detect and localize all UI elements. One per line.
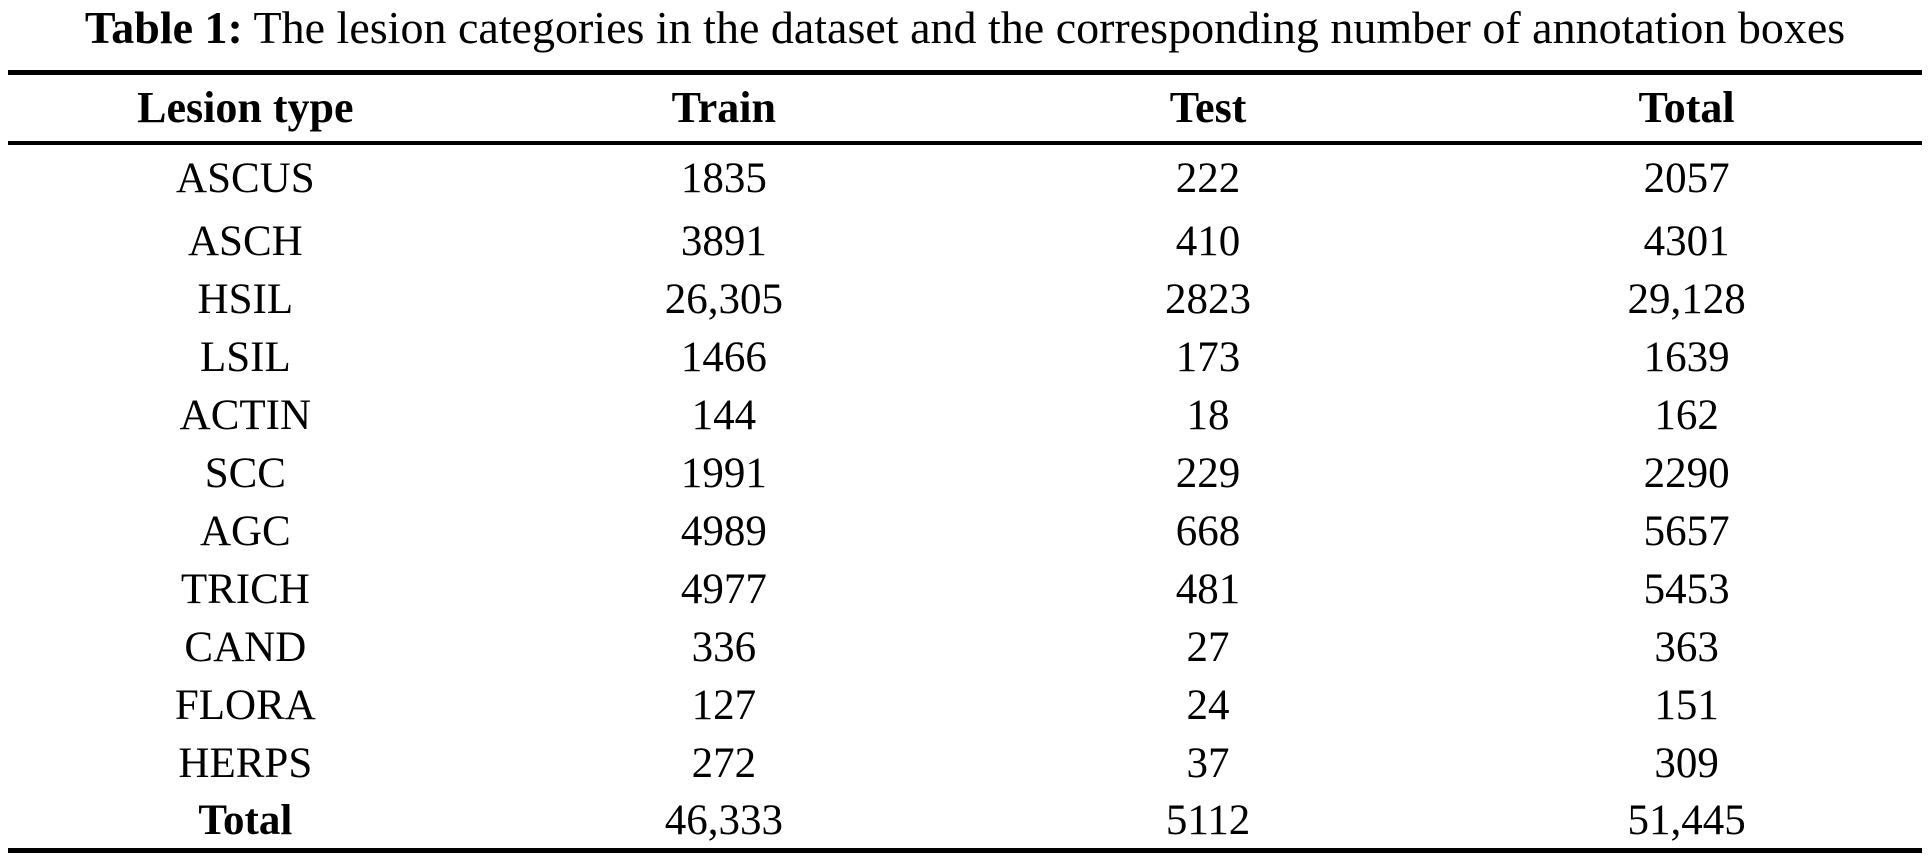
- column-header-lesion-type: Lesion type: [137, 83, 354, 133]
- train-cell: 4989: [680, 508, 767, 555]
- table-body: ASCUS 1835 222 2057 ASCH 3891 410 4301 H…: [8, 143, 1922, 851]
- train-cell: 1835: [680, 155, 767, 202]
- table-row-herps: HERPS 272 37 309: [8, 735, 1922, 793]
- lesion-type-cell: AGC: [199, 508, 291, 555]
- lesion-annotation-table: Lesion type Train Test Total ASCUS 1835 …: [8, 70, 1922, 853]
- lesion-type-cell: ACTIN: [179, 392, 312, 439]
- test-cell: 222: [1175, 155, 1241, 202]
- train-cell: 144: [691, 392, 757, 439]
- test-cell: 173: [1175, 334, 1241, 381]
- train-cell: 127: [691, 682, 757, 729]
- lesion-type-cell: CAND: [184, 624, 307, 671]
- test-cell: 229: [1175, 450, 1241, 497]
- lesion-type-cell: Total: [198, 796, 293, 844]
- header-row: Lesion type Train Test Total: [8, 73, 1922, 143]
- table-row-actin: ACTIN 144 18 162: [8, 387, 1922, 445]
- lesion-type-cell: LSIL: [199, 334, 291, 381]
- table-caption: Table 1: The lesion categories in the da…: [0, 2, 1930, 55]
- total-cell: 2290: [1643, 450, 1730, 497]
- table-row-asch: ASCH 3891 410 4301: [8, 213, 1922, 271]
- total-cell: 363: [1654, 624, 1719, 671]
- total-cell: 2057: [1643, 155, 1730, 202]
- table-caption-label: Table 1:: [84, 2, 243, 53]
- test-cell: 5112: [1165, 796, 1251, 844]
- total-cell: 5657: [1643, 508, 1730, 555]
- table-header: Lesion type Train Test Total: [8, 73, 1922, 143]
- test-cell: 481: [1175, 566, 1241, 613]
- column-header-test: Test: [1169, 83, 1247, 133]
- table-row-flora: FLORA 127 24 151: [8, 677, 1922, 735]
- table-row-scc: SCC 1991 229 2290: [8, 445, 1922, 503]
- total-cell: 5453: [1643, 566, 1730, 613]
- column-header-total: Total: [1638, 83, 1735, 133]
- table-row-cand: CAND 336 27 363: [8, 619, 1922, 677]
- lesion-type-cell: ASCH: [187, 218, 303, 265]
- test-cell: 18: [1186, 392, 1230, 439]
- train-cell: 3891: [680, 218, 767, 265]
- total-cell: 29,128: [1627, 276, 1746, 323]
- table-row-trich: TRICH 4977 481 5453: [8, 561, 1922, 619]
- lesion-type-cell: HERPS: [178, 740, 313, 787]
- test-cell: 668: [1175, 508, 1241, 555]
- lesion-type-cell: HSIL: [197, 276, 294, 323]
- total-cell: 162: [1654, 392, 1719, 439]
- test-cell: 2823: [1165, 276, 1252, 323]
- test-cell: 27: [1186, 624, 1230, 671]
- table-caption-text: The lesion categories in the dataset and…: [242, 2, 1846, 53]
- test-cell: 24: [1186, 682, 1230, 729]
- train-cell: 272: [691, 740, 757, 787]
- total-cell: 1639: [1643, 334, 1730, 381]
- table-row-total: Total 46,333 5112 51,445: [8, 793, 1922, 851]
- lesion-type-cell: ASCUS: [176, 155, 315, 202]
- table-row-agc: AGC 4989 668 5657: [8, 503, 1922, 561]
- test-cell: 410: [1175, 218, 1241, 265]
- table-row-ascus: ASCUS 1835 222 2057: [8, 143, 1922, 213]
- lesion-type-cell: FLORA: [174, 682, 316, 729]
- table-row-hsil: HSIL 26,305 2823 29,128: [8, 271, 1922, 329]
- lesion-type-cell: TRICH: [180, 566, 310, 613]
- lesion-type-cell: SCC: [204, 450, 286, 497]
- train-cell: 26,305: [664, 276, 783, 323]
- total-cell: 4301: [1643, 218, 1730, 265]
- total-cell: 309: [1654, 740, 1719, 787]
- total-cell: 51,445: [1627, 796, 1746, 844]
- table-row-lsil: LSIL 1466 173 1639: [8, 329, 1922, 387]
- train-cell: 4977: [680, 566, 767, 613]
- total-cell: 151: [1654, 682, 1719, 729]
- train-cell: 46,333: [664, 796, 783, 844]
- column-header-train: Train: [671, 83, 776, 133]
- train-cell: 1991: [680, 450, 767, 497]
- train-cell: 1466: [680, 334, 767, 381]
- train-cell: 336: [691, 624, 757, 671]
- test-cell: 37: [1186, 740, 1230, 787]
